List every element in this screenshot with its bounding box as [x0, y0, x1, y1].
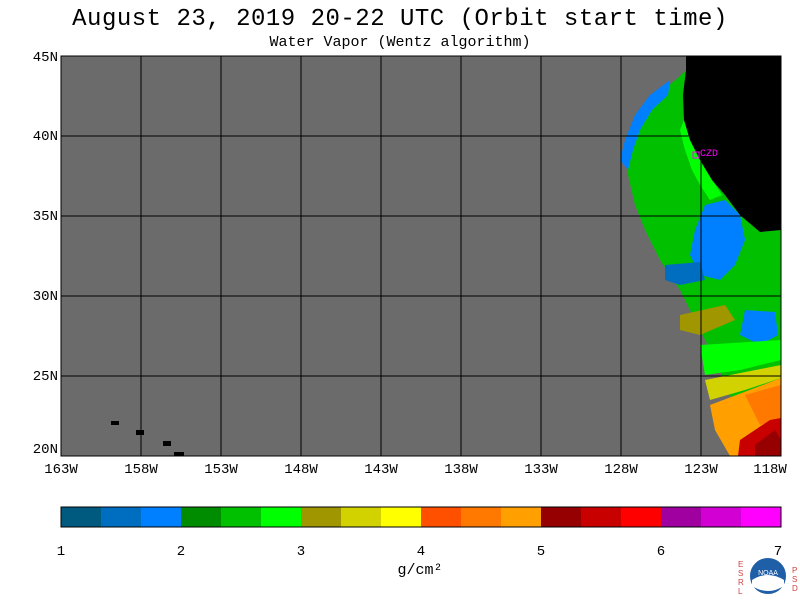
- colorbar-swatch: [741, 507, 782, 527]
- colorbar-frame: [60, 506, 782, 528]
- page-subtitle: Water Vapor (Wentz algorithm): [269, 34, 531, 51]
- lon-label-123w: 123W: [684, 462, 718, 478]
- swath-darkred-core: [755, 430, 781, 456]
- colorbar-swatch: [621, 507, 662, 527]
- colorbar-swatch: [661, 507, 702, 527]
- station-marker: [692, 151, 700, 159]
- colorbar-label-7: 7: [773, 544, 783, 560]
- noaa-logo-text: NOAA: [758, 570, 778, 577]
- colorbar-swatch: [541, 507, 582, 527]
- station-label: CZD: [700, 149, 718, 160]
- lat-label-25n: 25N: [32, 369, 58, 385]
- swath-darkorange: [745, 385, 781, 425]
- swath-lightgreen-south: [700, 340, 781, 375]
- colorbar-label-2: 2: [176, 544, 186, 560]
- colorbar-swatch: [221, 507, 262, 527]
- colorbar-label-3: 3: [296, 544, 306, 560]
- logo-side-right: PSD: [792, 566, 798, 593]
- swath-blue-baja: [740, 310, 778, 345]
- lat-label-45n: 45N: [32, 50, 58, 66]
- swath-blue-edge: [620, 80, 670, 170]
- lon-label-158w: 158W: [124, 462, 158, 478]
- north-america-land: [683, 56, 781, 232]
- noaa-logo: NOAA: [748, 556, 788, 596]
- swath-blue-central: [690, 200, 745, 280]
- colorbar-swatch: [261, 507, 302, 527]
- colorbar-swatch: [421, 507, 462, 527]
- colorbar-label-5: 5: [536, 544, 546, 560]
- lat-label-20n: 20N: [32, 442, 58, 458]
- colorbar-label-4: 4: [416, 544, 426, 560]
- colorbar-units: g/cm²: [397, 562, 443, 579]
- colorbar-swatch: [501, 507, 542, 527]
- colorbar-label-6: 6: [656, 544, 666, 560]
- lat-label-30n: 30N: [32, 289, 58, 305]
- water-vapor-swath: [620, 70, 781, 456]
- map-frame: [60, 55, 782, 457]
- lat-label-40n: 40N: [32, 129, 58, 145]
- colorbar-swatch: [101, 507, 142, 527]
- lon-label-128w: 128W: [604, 462, 638, 478]
- logo-side-left: ESRL: [738, 560, 744, 596]
- colorbar-swatch: [701, 507, 742, 527]
- colorbar-swatch: [61, 507, 102, 527]
- swath-yellow-band: [705, 365, 781, 400]
- swath-blue-south: [665, 262, 705, 285]
- lon-label-118w: 118W: [753, 462, 787, 478]
- lon-label-138w: 138W: [444, 462, 478, 478]
- colorbar-swatch: [581, 507, 622, 527]
- swath-lightgreen-coast: [680, 120, 722, 200]
- lat-label-35n: 35N: [32, 209, 58, 225]
- colorbar-swatch: [461, 507, 502, 527]
- lon-label-153w: 153W: [204, 462, 238, 478]
- colorbar-swatch: [301, 507, 342, 527]
- graticule: [61, 56, 781, 456]
- lon-label-143w: 143W: [364, 462, 398, 478]
- colorbar-swatch: [381, 507, 422, 527]
- colorbar-label-1: 1: [56, 544, 66, 560]
- colorbar: [61, 507, 782, 527]
- lon-label-133w: 133W: [524, 462, 558, 478]
- colorbar-swatch: [181, 507, 222, 527]
- colorbar-swatch: [141, 507, 182, 527]
- page-title: August 23, 2019 20-22 UTC (Orbit start t…: [72, 6, 728, 33]
- swath-olive-band: [680, 305, 735, 335]
- colorbar-swatch: [341, 507, 382, 527]
- lon-label-148w: 148W: [284, 462, 318, 478]
- hawaiian-islands: [111, 421, 184, 456]
- lon-label-163w: 163W: [44, 462, 78, 478]
